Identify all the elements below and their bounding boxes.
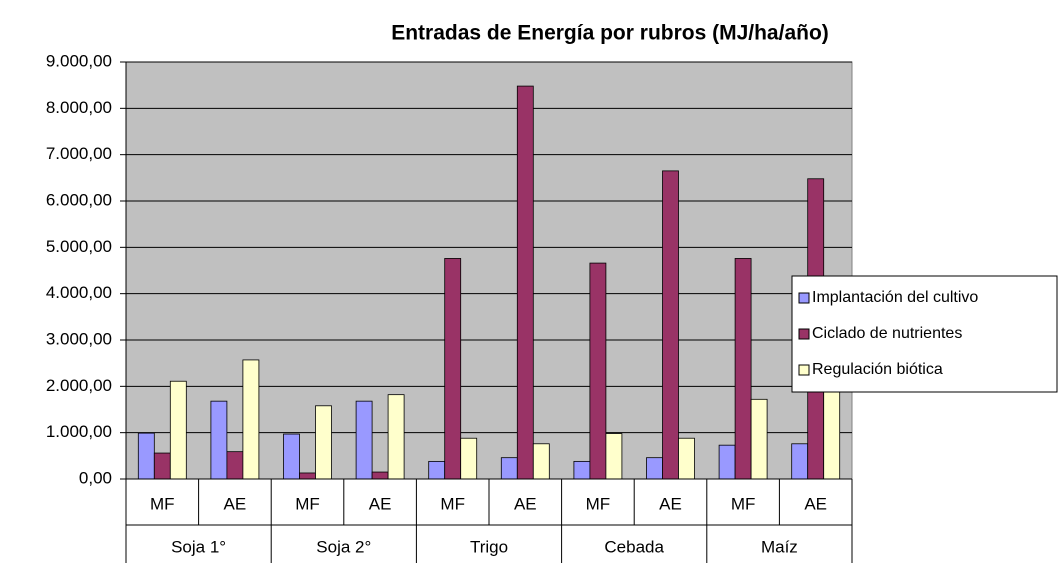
legend-label: Implantación del cultivo — [812, 289, 978, 306]
bar — [718, 444, 736, 480]
y-tick-label: 9.000,00 — [46, 51, 112, 70]
bar — [210, 400, 228, 480]
bar — [283, 433, 300, 480]
x-tick-label: AE — [514, 494, 537, 513]
bar — [734, 258, 752, 480]
x-tick-label: MF — [295, 494, 320, 513]
group-label: Cebada — [604, 537, 664, 556]
y-tick-label: 8.000,00 — [46, 98, 112, 117]
bar — [299, 472, 316, 480]
chart-title: Entradas de Energía por rubros (MJ/ha/añ… — [391, 22, 829, 45]
bar — [137, 432, 155, 480]
bar — [428, 460, 446, 480]
bar — [791, 443, 809, 480]
bar — [605, 433, 623, 480]
legend-swatch — [798, 364, 810, 376]
bar — [444, 258, 462, 480]
y-tick-label: 3.000,00 — [46, 329, 112, 348]
bar — [460, 437, 478, 480]
bar — [387, 394, 405, 480]
x-tick-label: AE — [804, 494, 827, 513]
y-tick-label: 6.000,00 — [46, 190, 112, 209]
x-tick-label: AE — [369, 494, 392, 513]
bar — [355, 400, 373, 480]
bar — [573, 460, 591, 480]
y-tick-label: 7.000,00 — [46, 144, 112, 163]
legend-box — [791, 275, 1058, 393]
bar — [226, 451, 244, 480]
bar — [589, 262, 607, 480]
group-label: Soja 2° — [316, 537, 371, 556]
legend-swatch — [798, 328, 810, 340]
x-tick-label: MF — [731, 494, 756, 513]
bar — [242, 359, 260, 480]
group-label: Maíz — [761, 537, 798, 556]
bar — [750, 398, 768, 480]
x-tick-label: AE — [659, 494, 682, 513]
bar — [500, 457, 518, 480]
bar — [516, 85, 534, 480]
y-tick-label: 0,00 — [79, 468, 112, 487]
bar — [169, 380, 187, 480]
legend: Implantación del cultivo Ciclado de nutri… — [791, 275, 1058, 393]
group-label: Trigo — [470, 537, 508, 556]
legend-label: Ciclado de nutrientes — [812, 325, 962, 342]
bar — [646, 457, 663, 480]
y-tick-label: 5.000,00 — [46, 237, 112, 256]
bar — [371, 471, 389, 480]
x-tick-label: MF — [586, 494, 611, 513]
y-tick-label: 2.000,00 — [46, 376, 112, 395]
x-tick-label: AE — [224, 494, 247, 513]
legend-label: Regulación biótica — [812, 361, 943, 378]
bar — [678, 437, 695, 480]
bar — [315, 405, 332, 480]
x-tick-label: MF — [150, 494, 175, 513]
x-tick-label: MF — [440, 494, 465, 513]
bar — [532, 443, 550, 480]
group-label: Soja 1° — [171, 537, 226, 556]
y-tick-label: 4.000,00 — [46, 283, 112, 302]
bar — [823, 381, 841, 480]
y-tick-label: 1.000,00 — [46, 422, 112, 441]
bar — [662, 170, 679, 480]
legend-swatch — [798, 292, 810, 304]
bar — [153, 452, 171, 480]
